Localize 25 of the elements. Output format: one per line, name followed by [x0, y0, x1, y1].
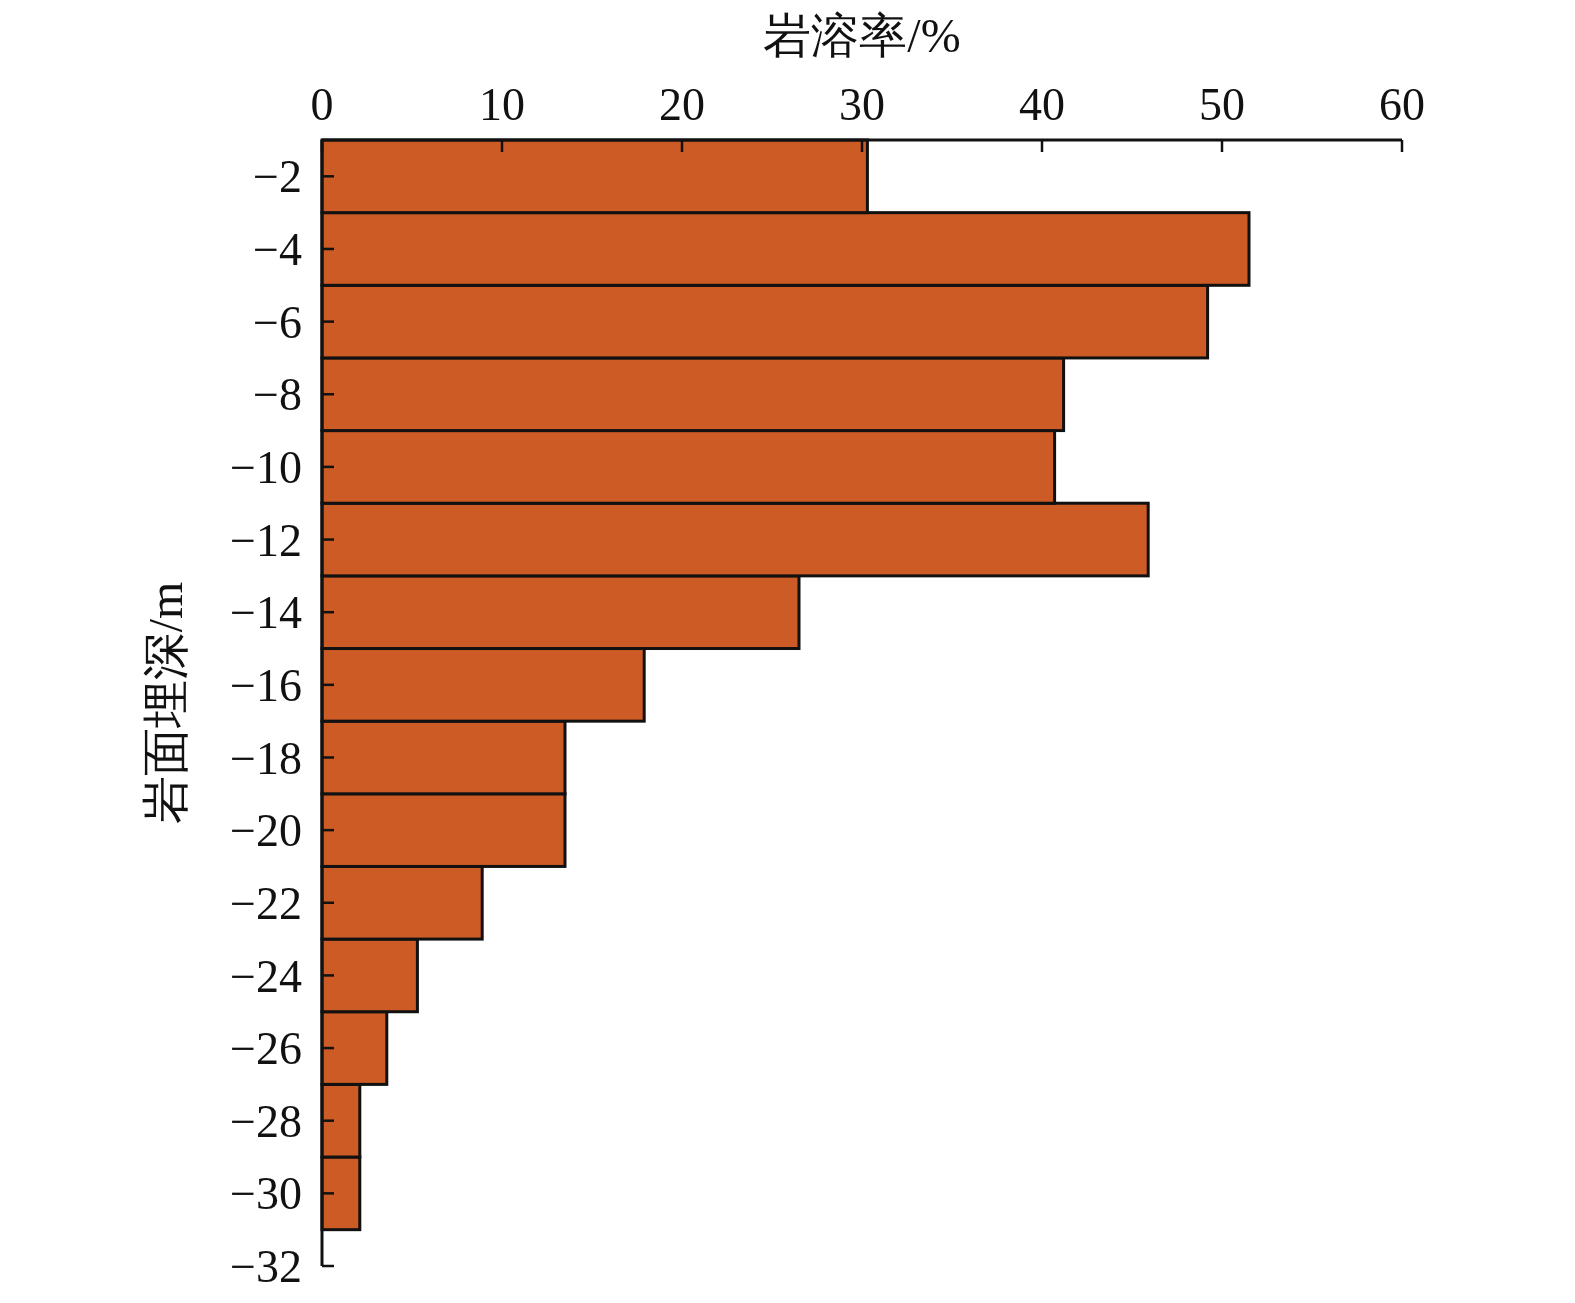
y-tick-label: −2 — [253, 151, 302, 203]
y-tick-label: −14 — [230, 587, 302, 639]
x-tick-label: 40 — [1019, 79, 1065, 130]
y-tick-label: −8 — [253, 369, 302, 421]
y-tick-label: −30 — [230, 1168, 302, 1220]
x-tick-label: 20 — [659, 79, 705, 130]
y-tick-label: −24 — [230, 950, 302, 1002]
y-tick-label: −32 — [230, 1241, 302, 1293]
x-tick-label: 10 — [479, 79, 525, 130]
x-tick-label: 30 — [839, 79, 885, 130]
x-tick-label: 60 — [1379, 79, 1425, 130]
y-tick-label: −6 — [253, 296, 302, 348]
y-tick-label: −28 — [230, 1095, 302, 1147]
y-tick-label: −10 — [230, 442, 302, 493]
y-tick-label: −18 — [230, 732, 302, 784]
x-tick-label: 50 — [1199, 79, 1245, 130]
y-tick-label: −12 — [230, 514, 302, 566]
y-tick-label: −16 — [230, 659, 302, 711]
y-axis-title: 岩面埋深/m — [139, 581, 192, 825]
y-tick-label: −4 — [253, 224, 302, 276]
x-tick-label: 0 — [310, 79, 334, 130]
y-tick-label: −26 — [230, 1023, 302, 1075]
y-tick-label: −22 — [230, 877, 302, 929]
x-axis-title: 岩溶率/% — [763, 9, 961, 62]
y-tick-label: −20 — [230, 805, 302, 857]
